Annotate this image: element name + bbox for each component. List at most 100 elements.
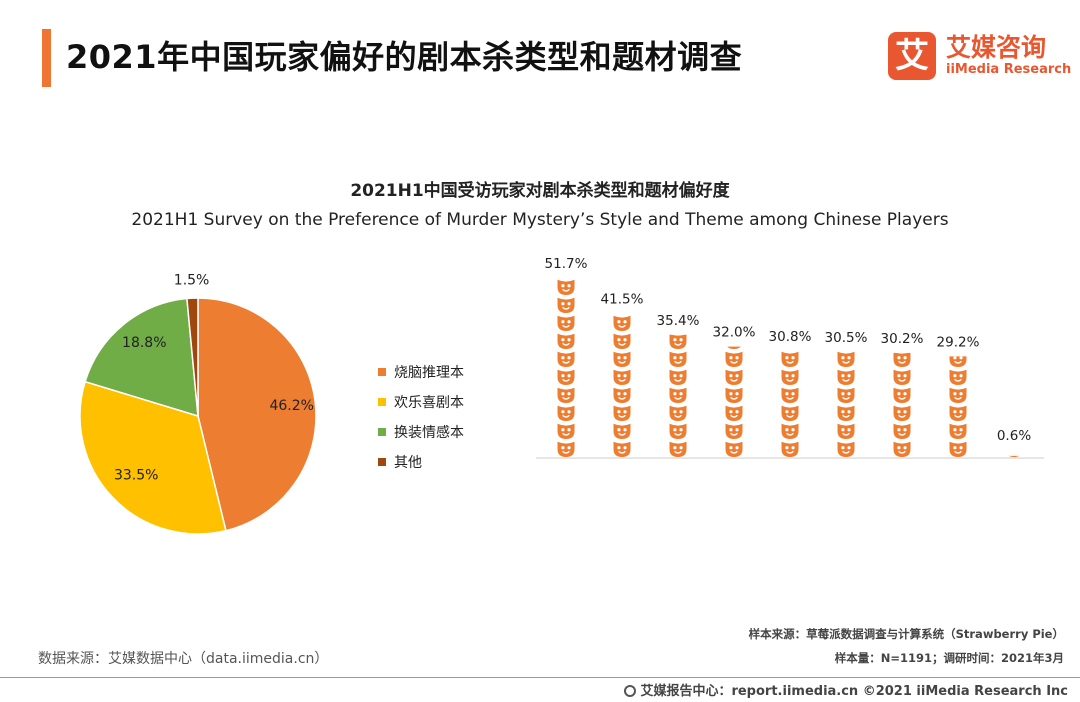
theater-mask-icon (613, 405, 631, 421)
pie-label: 33.5% (114, 467, 158, 483)
theater-mask-icon (557, 279, 575, 295)
pictograph-bar (669, 280, 687, 457)
bar-value-label: 30.2% (881, 331, 924, 347)
theater-mask-icon (669, 405, 687, 421)
theater-mask-icon (725, 441, 743, 457)
theater-mask-icon (837, 405, 855, 421)
theater-mask-icon (949, 423, 967, 439)
theater-mask-icon (669, 387, 687, 403)
theater-mask-icon (613, 333, 631, 349)
theater-mask-icon (726, 280, 743, 295)
legend-label: 其他 (394, 455, 422, 471)
theater-mask-icon (557, 333, 575, 349)
brand-name-en: iiMedia Research (946, 62, 1072, 77)
theater-mask-icon (1006, 406, 1023, 421)
theater-mask-icon (893, 423, 911, 439)
theater-mask-icon (782, 280, 799, 295)
theater-mask-icon (782, 298, 799, 313)
pictograph-bar-chart: 51.7% 41.5% 35.4% 32.0% 30.8% 30.5% 30.2% 29.2%… (536, 256, 1044, 459)
theater-mask-icon (725, 423, 743, 439)
theater-mask-icon (950, 280, 967, 295)
legend-label: 烧脑推理本 (394, 365, 464, 381)
pictograph-bar (837, 298, 855, 457)
theater-mask-icon (557, 369, 575, 385)
theater-mask-icon (613, 315, 631, 331)
pie-label: 46.2% (269, 398, 313, 414)
theater-mask-icon (894, 280, 911, 295)
pie-slice (186, 297, 199, 417)
theater-mask-icon (1006, 298, 1023, 313)
bar-value-label: 29.2% (937, 334, 980, 350)
theater-mask-icon (949, 369, 967, 385)
bar-value-label: 30.5% (825, 330, 868, 346)
theater-mask-icon (669, 441, 687, 457)
theater-mask-icon (893, 369, 911, 385)
theater-mask-icon (781, 369, 799, 385)
legend-swatch (378, 368, 386, 376)
sample-source: 样本来源：草莓派数据调查与计算系统（Strawberry Pie） (748, 627, 1064, 641)
theater-mask-icon (781, 387, 799, 403)
theater-mask-icon (893, 405, 911, 421)
theater-mask-icon (1008, 455, 1020, 457)
theater-mask-icon (669, 334, 687, 349)
theater-mask-icon (838, 316, 855, 331)
theater-mask-icon (950, 316, 967, 331)
pie-slice (197, 297, 317, 532)
theater-mask-icon (613, 369, 631, 385)
theater-mask-icon (838, 298, 855, 313)
theater-mask-icon (557, 297, 575, 313)
pictograph-bar (725, 280, 743, 457)
bar-value-label: 35.4% (657, 313, 700, 329)
bar-value-label: 30.8% (769, 329, 812, 345)
page-title: 2021年中国玩家偏好的剧本杀类型和题材调查 (66, 38, 743, 76)
pie-chart: 46.2% 33.5% 18.8% 1.5% (79, 272, 317, 535)
title-accent-bar (42, 29, 51, 87)
theater-mask-icon (950, 298, 967, 313)
theater-mask-icon (893, 441, 911, 457)
theater-mask-icon (670, 298, 687, 313)
theater-mask-icon (557, 405, 575, 421)
bar-value-label: 32.0% (713, 325, 756, 341)
theater-mask-icon (1006, 334, 1023, 349)
theater-mask-icon (1006, 388, 1023, 403)
data-source: 数据来源：艾媒数据中心（data.iimedia.cn） (38, 651, 329, 667)
theater-mask-icon (1006, 352, 1023, 367)
theater-mask-icon (557, 315, 575, 331)
theater-mask-icon (781, 441, 799, 457)
theater-mask-icon (949, 387, 967, 403)
theater-mask-icon (949, 356, 967, 367)
theater-mask-icon (669, 423, 687, 439)
theater-mask-icon (670, 280, 687, 295)
theater-mask-icon (781, 351, 799, 367)
brand-logo-block: 艾 艾媒咨询 iiMedia Research (888, 28, 1072, 84)
pictograph-bar (613, 315, 631, 457)
theater-mask-icon (725, 369, 743, 385)
legend-item: 欢乐喜剧本 (378, 392, 464, 422)
bar-value-label: 51.7% (545, 256, 588, 272)
theater-mask-icon (949, 441, 967, 457)
theater-mask-icon (1006, 280, 1023, 295)
theater-mask-icon (1006, 316, 1023, 331)
theater-mask-icon (725, 387, 743, 403)
theater-mask-icon (781, 423, 799, 439)
brand-name-cn: 艾媒咨询 (946, 33, 1047, 62)
theater-mask-icon (613, 423, 631, 439)
theater-mask-icon (669, 369, 687, 385)
legend-item: 换装情感本 (378, 422, 464, 452)
theater-mask-icon (669, 351, 687, 367)
bar-value-label: 41.5% (601, 292, 644, 308)
legend-swatch (378, 428, 386, 436)
copyright-text: 艾媒报告中心：report.iimedia.cn ©2021 iiMedia R… (640, 684, 1068, 699)
pictograph-bar (949, 280, 967, 457)
pie-legend: 烧脑推理本 欢乐喜剧本 换装情感本 其他 (378, 362, 464, 482)
legend-swatch (378, 458, 386, 466)
theater-mask-icon (837, 351, 855, 367)
theater-mask-icon (837, 387, 855, 403)
theater-mask-icon (837, 369, 855, 385)
theater-mask-icon (557, 351, 575, 367)
legend-swatch (378, 398, 386, 406)
pictograph-bar (893, 280, 911, 457)
theater-mask-icon (725, 405, 743, 421)
theater-mask-icon (557, 387, 575, 403)
pictograph-bar (781, 280, 799, 457)
